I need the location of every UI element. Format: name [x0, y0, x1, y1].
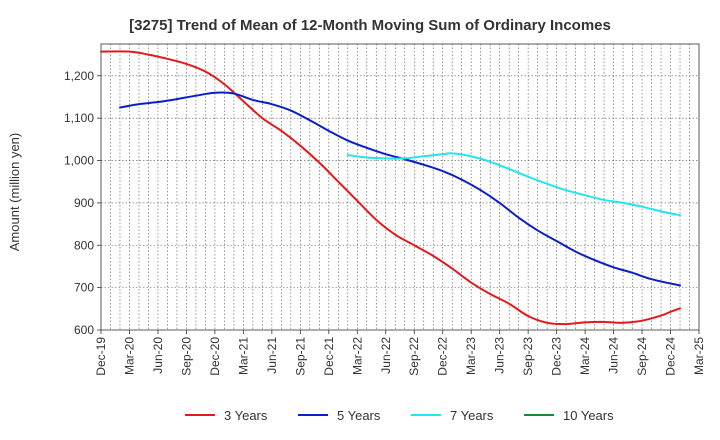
series-line-5-years: [118, 91, 682, 287]
x-tick-label: Jun-21: [265, 337, 279, 374]
y-tick-label: 1,000: [64, 154, 94, 168]
gridlines: [101, 44, 699, 330]
series-line-7-years: [346, 152, 682, 217]
y-tick-label: 900: [74, 196, 94, 210]
x-tick-label: Sep-20: [179, 337, 193, 376]
x-tick-label: Sep-21: [293, 337, 307, 376]
y-tick-label: 1,100: [64, 111, 94, 125]
legend-label-3-years: 3 Years: [224, 408, 268, 423]
x-tick-label: Dec-23: [550, 337, 564, 376]
x-tick-label: Dec-20: [208, 337, 222, 376]
series-line-3-years: [100, 50, 682, 326]
x-tick-label: Sep-22: [407, 337, 421, 376]
x-tick-label: Mar-23: [464, 337, 478, 375]
x-tick-label: Jun-22: [379, 337, 393, 374]
x-tick-label: Dec-19: [94, 337, 108, 376]
x-tick-label: Mar-24: [578, 337, 592, 375]
y-axis-label: Amount (million yen): [7, 133, 22, 252]
x-tick-label: Dec-21: [322, 337, 336, 376]
x-tick-label: Jun-24: [607, 337, 621, 374]
legend-label-7-years: 7 Years: [450, 408, 494, 423]
x-tick-label: Dec-22: [436, 337, 450, 376]
series-lines: [100, 50, 682, 326]
x-tick-label: Sep-23: [521, 337, 535, 376]
x-tick-label: Mar-21: [236, 337, 250, 375]
y-axis-ticks: 600 700 800 900 1,000 1,100 1,200: [64, 69, 101, 337]
legend: 3 Years 5 Years 7 Years 10 Years: [185, 408, 614, 423]
y-tick-label: 600: [74, 323, 94, 337]
x-tick-label: Mar-22: [350, 337, 364, 375]
legend-label-5-years: 5 Years: [337, 408, 381, 423]
x-tick-label: Mar-20: [122, 337, 136, 375]
y-tick-label: 800: [74, 238, 94, 252]
x-tick-label: Jun-20: [151, 337, 165, 374]
y-tick-label: 700: [74, 281, 94, 295]
x-tick-label: Mar-25: [692, 337, 706, 375]
x-tick-label: Jun-23: [493, 337, 507, 374]
x-tick-label: Sep-24: [635, 337, 649, 376]
y-tick-label: 1,200: [64, 69, 94, 83]
chart-title: [3275] Trend of Mean of 12-Month Moving …: [129, 17, 611, 34]
legend-label-10-years: 10 Years: [563, 408, 614, 423]
plot-frame: [100, 43, 700, 331]
x-tick-label: Dec-24: [664, 337, 678, 376]
x-axis-ticks: Dec-19 Mar-20 Jun-20 Sep-20 Dec-20 Mar-21 Jun-…: [94, 330, 706, 376]
